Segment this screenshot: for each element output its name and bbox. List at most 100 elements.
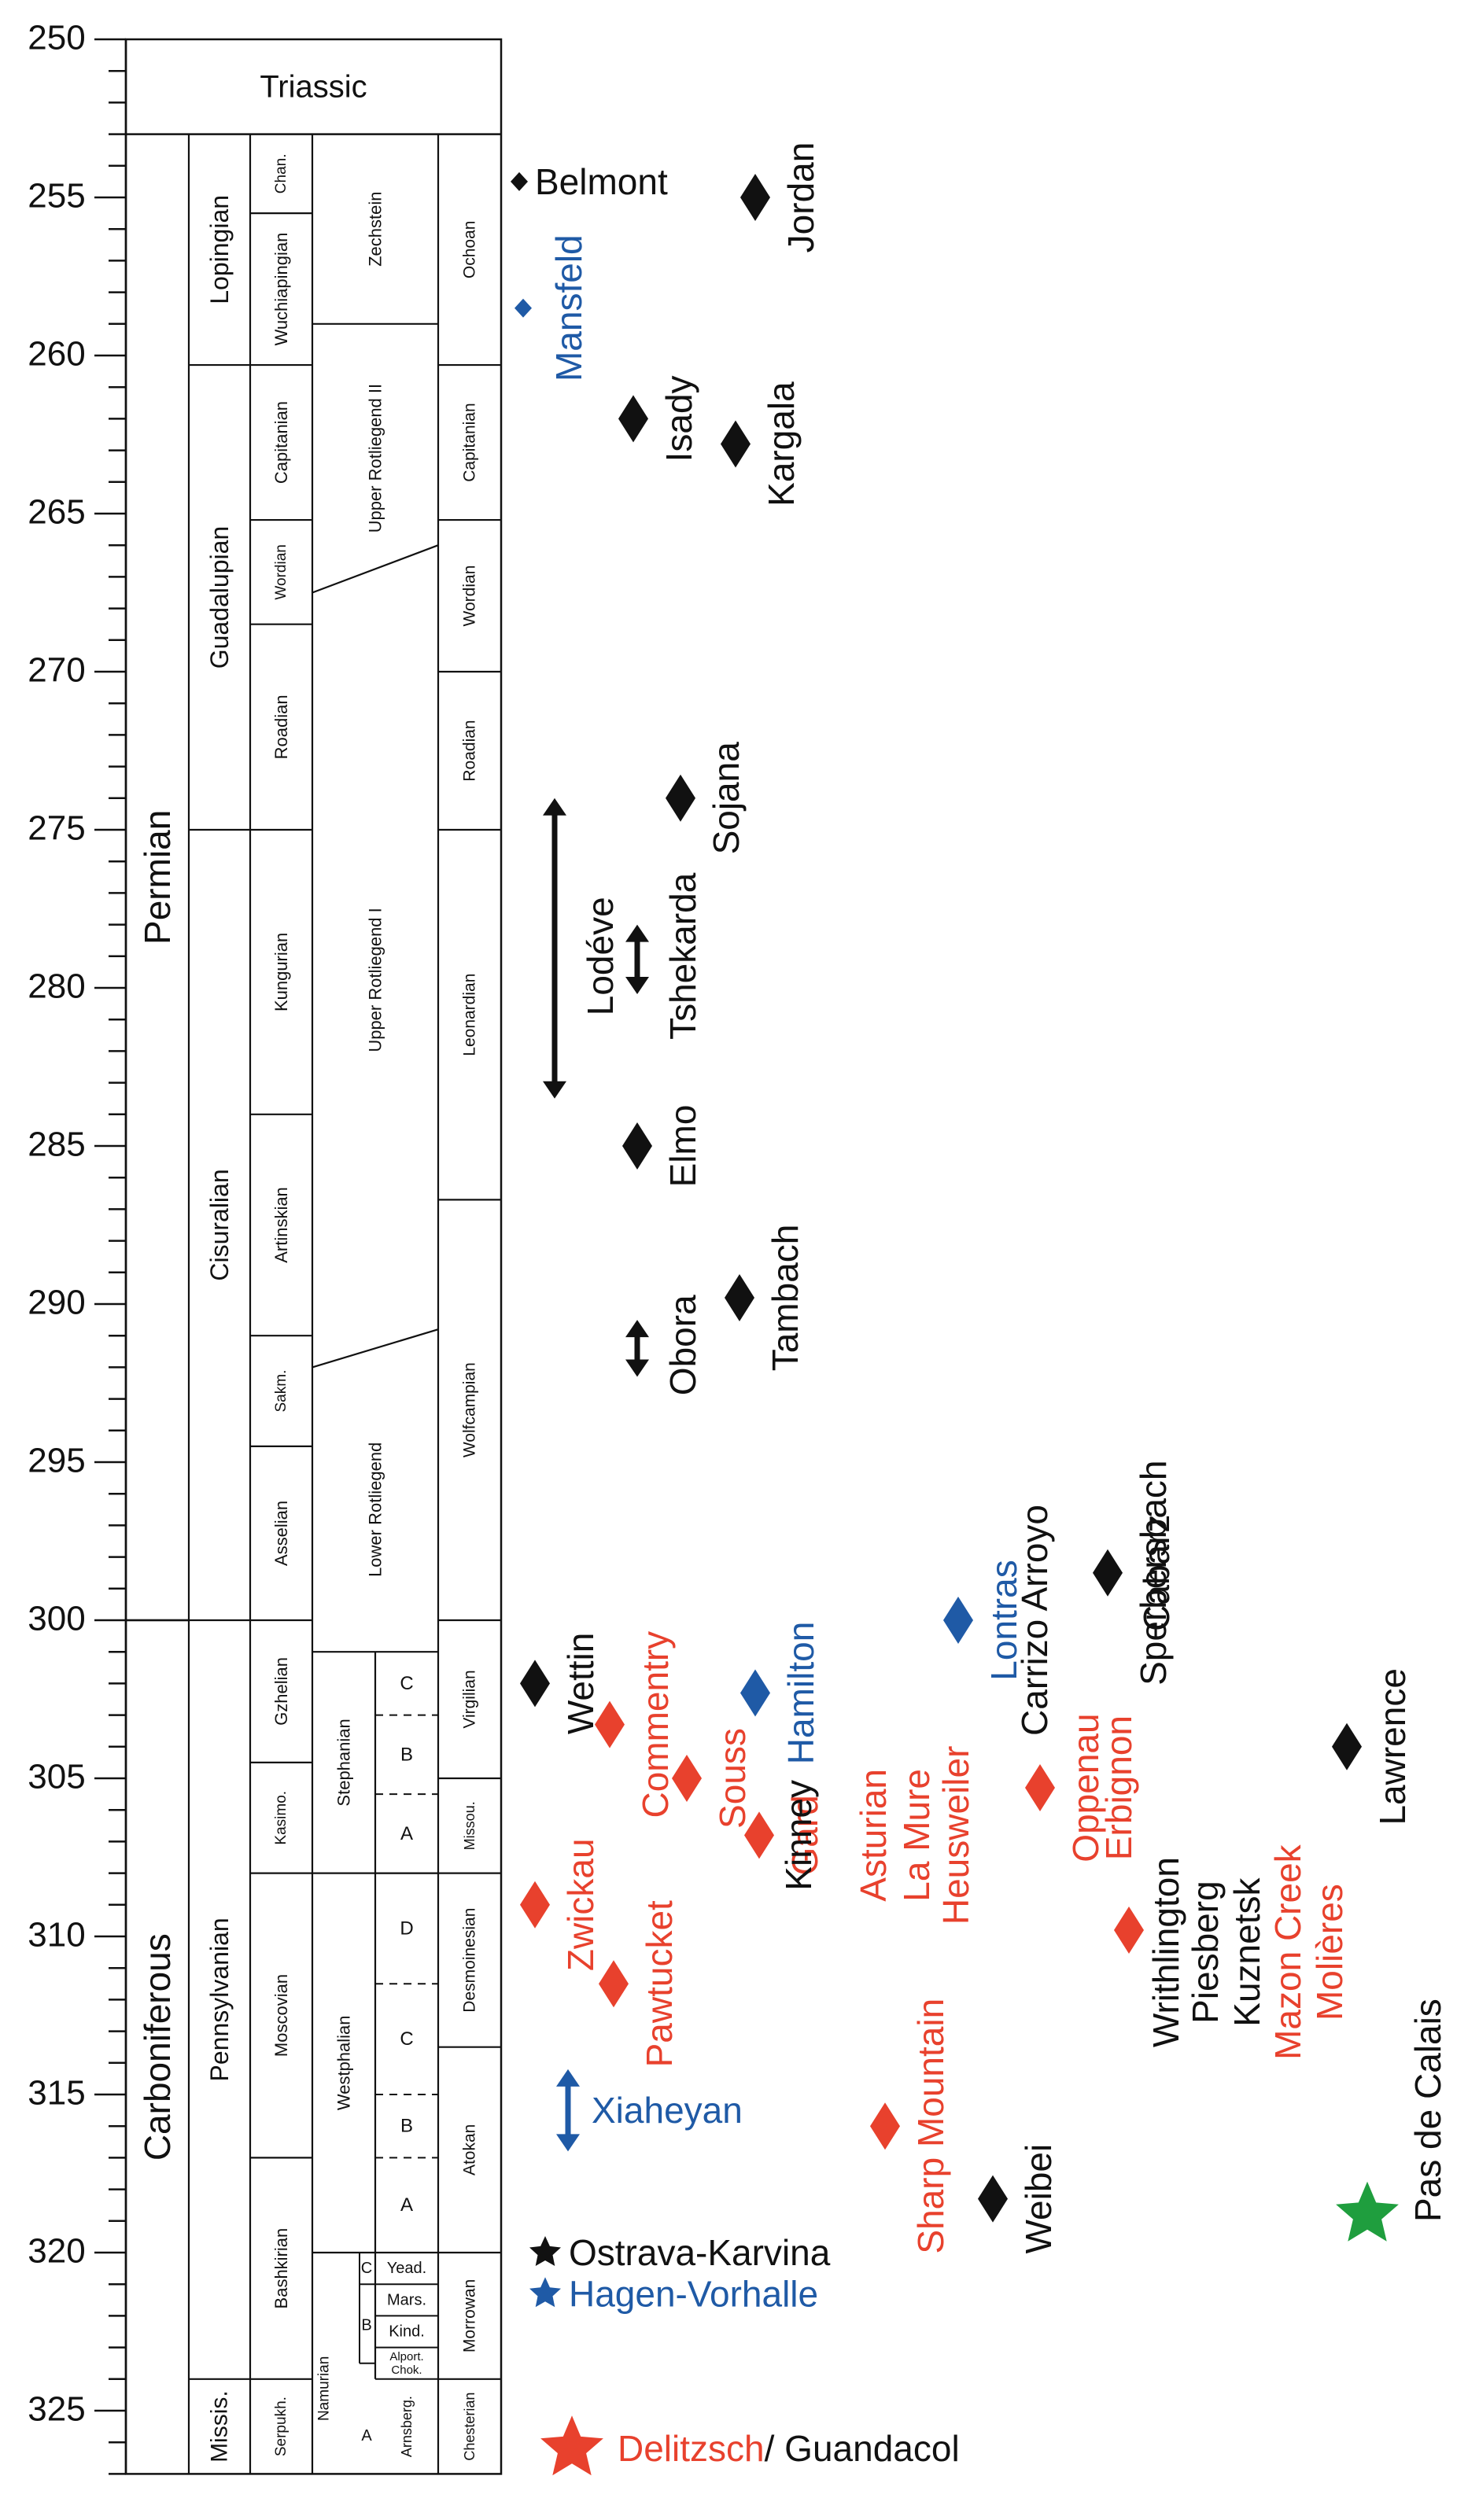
locality-marker-sperbersbach <box>1093 1549 1123 1597</box>
substage-kind: Kind. <box>389 2323 425 2341</box>
stage-kungurian: Kungurian <box>271 933 291 1011</box>
locality-label-writhlington: Writhlington <box>1145 1857 1186 2047</box>
na-stage-capitanian: Capitanian <box>461 403 479 481</box>
locality-marker-pas-de-calais-marker <box>1336 2181 1399 2242</box>
locality-marker-withlington <box>1114 1906 1144 1954</box>
locality-label-zwickau: Zwickau <box>560 1838 601 1971</box>
locality-marker-belmont <box>511 171 528 191</box>
locality-label-delitzsch: Delitzsch <box>618 2428 765 2469</box>
substage-d: D <box>400 1918 413 1939</box>
locality-label-xiaheyan: Xiaheyan <box>592 2090 743 2131</box>
substage-c: C <box>400 1673 413 1694</box>
locality-marker-delitzsch <box>540 2415 603 2476</box>
locality-label-gard: Gard <box>784 1795 825 1875</box>
locality-marker-souss <box>672 1755 702 1802</box>
locality-label-commentry: Commentry <box>635 1631 676 1818</box>
stage-bashkirian: Bashkirian <box>271 2228 291 2309</box>
axis-tick-label: 255 <box>28 177 85 216</box>
axis-tick-label: 260 <box>28 335 85 374</box>
substage-c: C <box>400 2028 413 2050</box>
substage-chok: Chok. <box>391 2363 422 2377</box>
locality-label-weibei: Weibei <box>1018 2144 1059 2254</box>
substage-a: A <box>400 2194 413 2216</box>
series-cisuralian: Cisuralian <box>205 1169 234 1280</box>
locality-label-carrizo-arroyo: Carrizo Arroyo <box>1014 1505 1055 1736</box>
locality-label-hamilton: Hamilton <box>780 1622 821 1765</box>
european-lower-rotliegend: Lower Rotliegend <box>366 1442 385 1577</box>
na-stage-atokan: Atokan <box>461 2124 479 2176</box>
series-missis: Missis. <box>207 2390 233 2463</box>
stage-sakm: Sakm. <box>273 1370 290 1413</box>
locality-marker-weibei <box>978 2175 1008 2223</box>
system-permian: Permian <box>137 810 178 945</box>
european-upper-rotliegend-i: Upper Rotliegend I <box>366 908 385 1052</box>
axis-tick-label: 285 <box>28 1126 85 1164</box>
locality-label-asturian: Asturian <box>853 1769 894 1902</box>
substage-yead: Yead. <box>387 2260 426 2277</box>
stage-artinskian: Artinskian <box>271 1187 291 1263</box>
locality-marker-xiaheyan <box>556 2069 580 2152</box>
locality-marker-lontras <box>943 1597 973 1644</box>
substage-mars: Mars. <box>387 2291 426 2308</box>
locality-marker-elmo <box>622 1122 652 1170</box>
european-zechstein: Zechstein <box>366 192 385 267</box>
locality-label-lawrence: Lawrence <box>1372 1668 1413 1825</box>
stage-wordian: Wordian <box>273 544 290 599</box>
locality-marker-lod-ve <box>543 798 566 1099</box>
axis-tick-label: 275 <box>28 809 85 848</box>
series-lopingian: Lopingian <box>205 195 234 304</box>
axis-tick-label: 305 <box>28 1758 85 1796</box>
axis-tick-label: 265 <box>28 493 85 532</box>
locality-label-moli-res: Molières <box>1309 1884 1350 2021</box>
na-stage-chesterian: Chesterian <box>462 2393 478 2461</box>
locality-marker-wettin <box>520 1660 550 1708</box>
axis-tick-label: 315 <box>28 2074 85 2113</box>
locality-marker-sojana <box>666 774 695 822</box>
locality-label-heusweiler: Heusweiler <box>935 1746 976 1925</box>
axis-tick-label: 295 <box>28 1442 85 1480</box>
locality-marker-oppenau <box>1025 1764 1055 1812</box>
substage-arnsberg: Arnsberg. <box>399 2396 415 2457</box>
locality-marker-gard <box>744 1811 774 1859</box>
stage-gzhelian: Gzhelian <box>271 1657 291 1726</box>
na-stage-leonardian: Leonardian <box>461 974 479 1056</box>
stage-asselian: Asselian <box>271 1501 291 1566</box>
locality-label-obora: Obora <box>662 1295 703 1395</box>
locality-label-oppenau: Oppenau <box>1065 1713 1106 1862</box>
stage-capitanian: Capitanian <box>271 401 291 484</box>
locality-marker-tambach <box>725 1273 754 1321</box>
european-stephanian: Stephanian <box>334 1719 354 1806</box>
stage-roadian: Roadian <box>271 694 291 759</box>
locality-label-pas-de-calais: Pas de Calais <box>1407 1999 1448 2222</box>
na-stage-morrowan: Morrowan <box>461 2279 479 2352</box>
locality-label-elmo: Elmo <box>662 1105 703 1188</box>
locality-label-kuznetsk: Kuznetsk <box>1226 1877 1267 2026</box>
locality-marker-lawrence <box>1332 1722 1362 1770</box>
series-pennsylvanian: Pennsylvanian <box>205 1918 234 2081</box>
stage-kasimo: Kasimo. <box>273 1791 290 1845</box>
axis-tick-label: 300 <box>28 1600 85 1638</box>
na-stage-roadian: Roadian <box>461 720 479 781</box>
namurian-sub-b: B <box>361 2316 371 2334</box>
locality-label-sharp-mountain: Sharp Mountain <box>910 1999 951 2254</box>
locality-label-tshekarda: Tshekarda <box>662 872 703 1040</box>
locality-label-ostrava-karvina: Ostrava-Karvina <box>569 2232 831 2273</box>
axis-tick-label: 320 <box>28 2232 85 2271</box>
locality-marker-obora <box>625 1320 649 1377</box>
na-stage-ochoan: Ochoan <box>461 221 479 279</box>
locality-label-sojana: Sojana <box>706 742 747 855</box>
substage-alport: Alport. <box>389 2350 423 2363</box>
axis-tick-label: 280 <box>28 967 85 1006</box>
locality-label-cabarz: Cabarz <box>1136 1515 1177 1631</box>
na-stage-wolfcampian: Wolfcampian <box>461 1362 479 1457</box>
locality-label-la-mure: La Mure <box>896 1769 937 1902</box>
columns-frame <box>124 38 503 2475</box>
locality-marker-commentry <box>595 1700 625 1748</box>
substage-a: A <box>400 1823 413 1844</box>
locality-marker-isady <box>618 395 648 443</box>
namurian-sub-a: A <box>361 2427 372 2444</box>
axis-tick-label: 310 <box>28 1916 85 1954</box>
series-guadalupian: Guadalupian <box>205 526 234 669</box>
na-stage-desmoinesian: Desmoinesian <box>461 1908 479 2013</box>
